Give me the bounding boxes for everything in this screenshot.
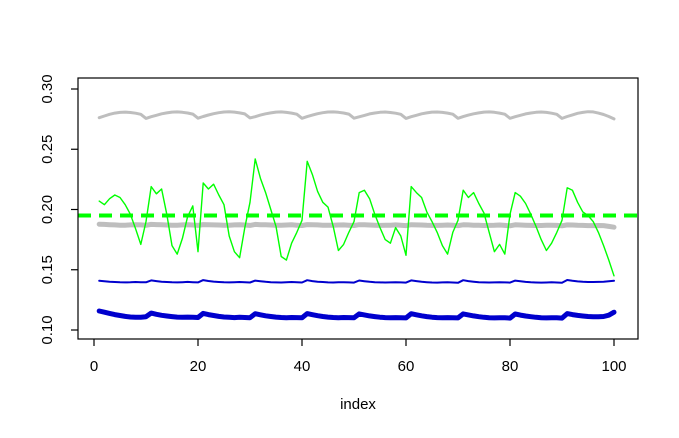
x-tick-label: 100 — [601, 358, 626, 375]
x-axis-title: index — [340, 396, 376, 413]
x-tick-label: 20 — [190, 358, 207, 375]
series-green-oscillating — [98, 158, 615, 277]
series-blue-thick-wavy — [96, 308, 617, 321]
axis-layer: 0 20 40 60 80 100 0.10 0.15 0.20 0.25 0.30 — [39, 74, 639, 375]
series-navy-thin-flat — [98, 279, 615, 284]
y-tick-label: 0.25 — [39, 135, 56, 164]
y-tick-label: 0.30 — [39, 74, 56, 103]
plot-box — [77, 77, 639, 340]
y-tick-label: 0.20 — [39, 195, 56, 224]
y-tick-label: 0.15 — [39, 255, 56, 284]
x-tick-label: 40 — [294, 358, 311, 375]
x-tick-label: 0 — [90, 358, 98, 375]
x-tick-label: 80 — [502, 358, 519, 375]
series-layer — [78, 110, 638, 321]
series-gray-upper-wavy — [97, 110, 616, 121]
x-tick-label: 60 — [398, 358, 415, 375]
y-tick-label: 0.10 — [39, 315, 56, 344]
